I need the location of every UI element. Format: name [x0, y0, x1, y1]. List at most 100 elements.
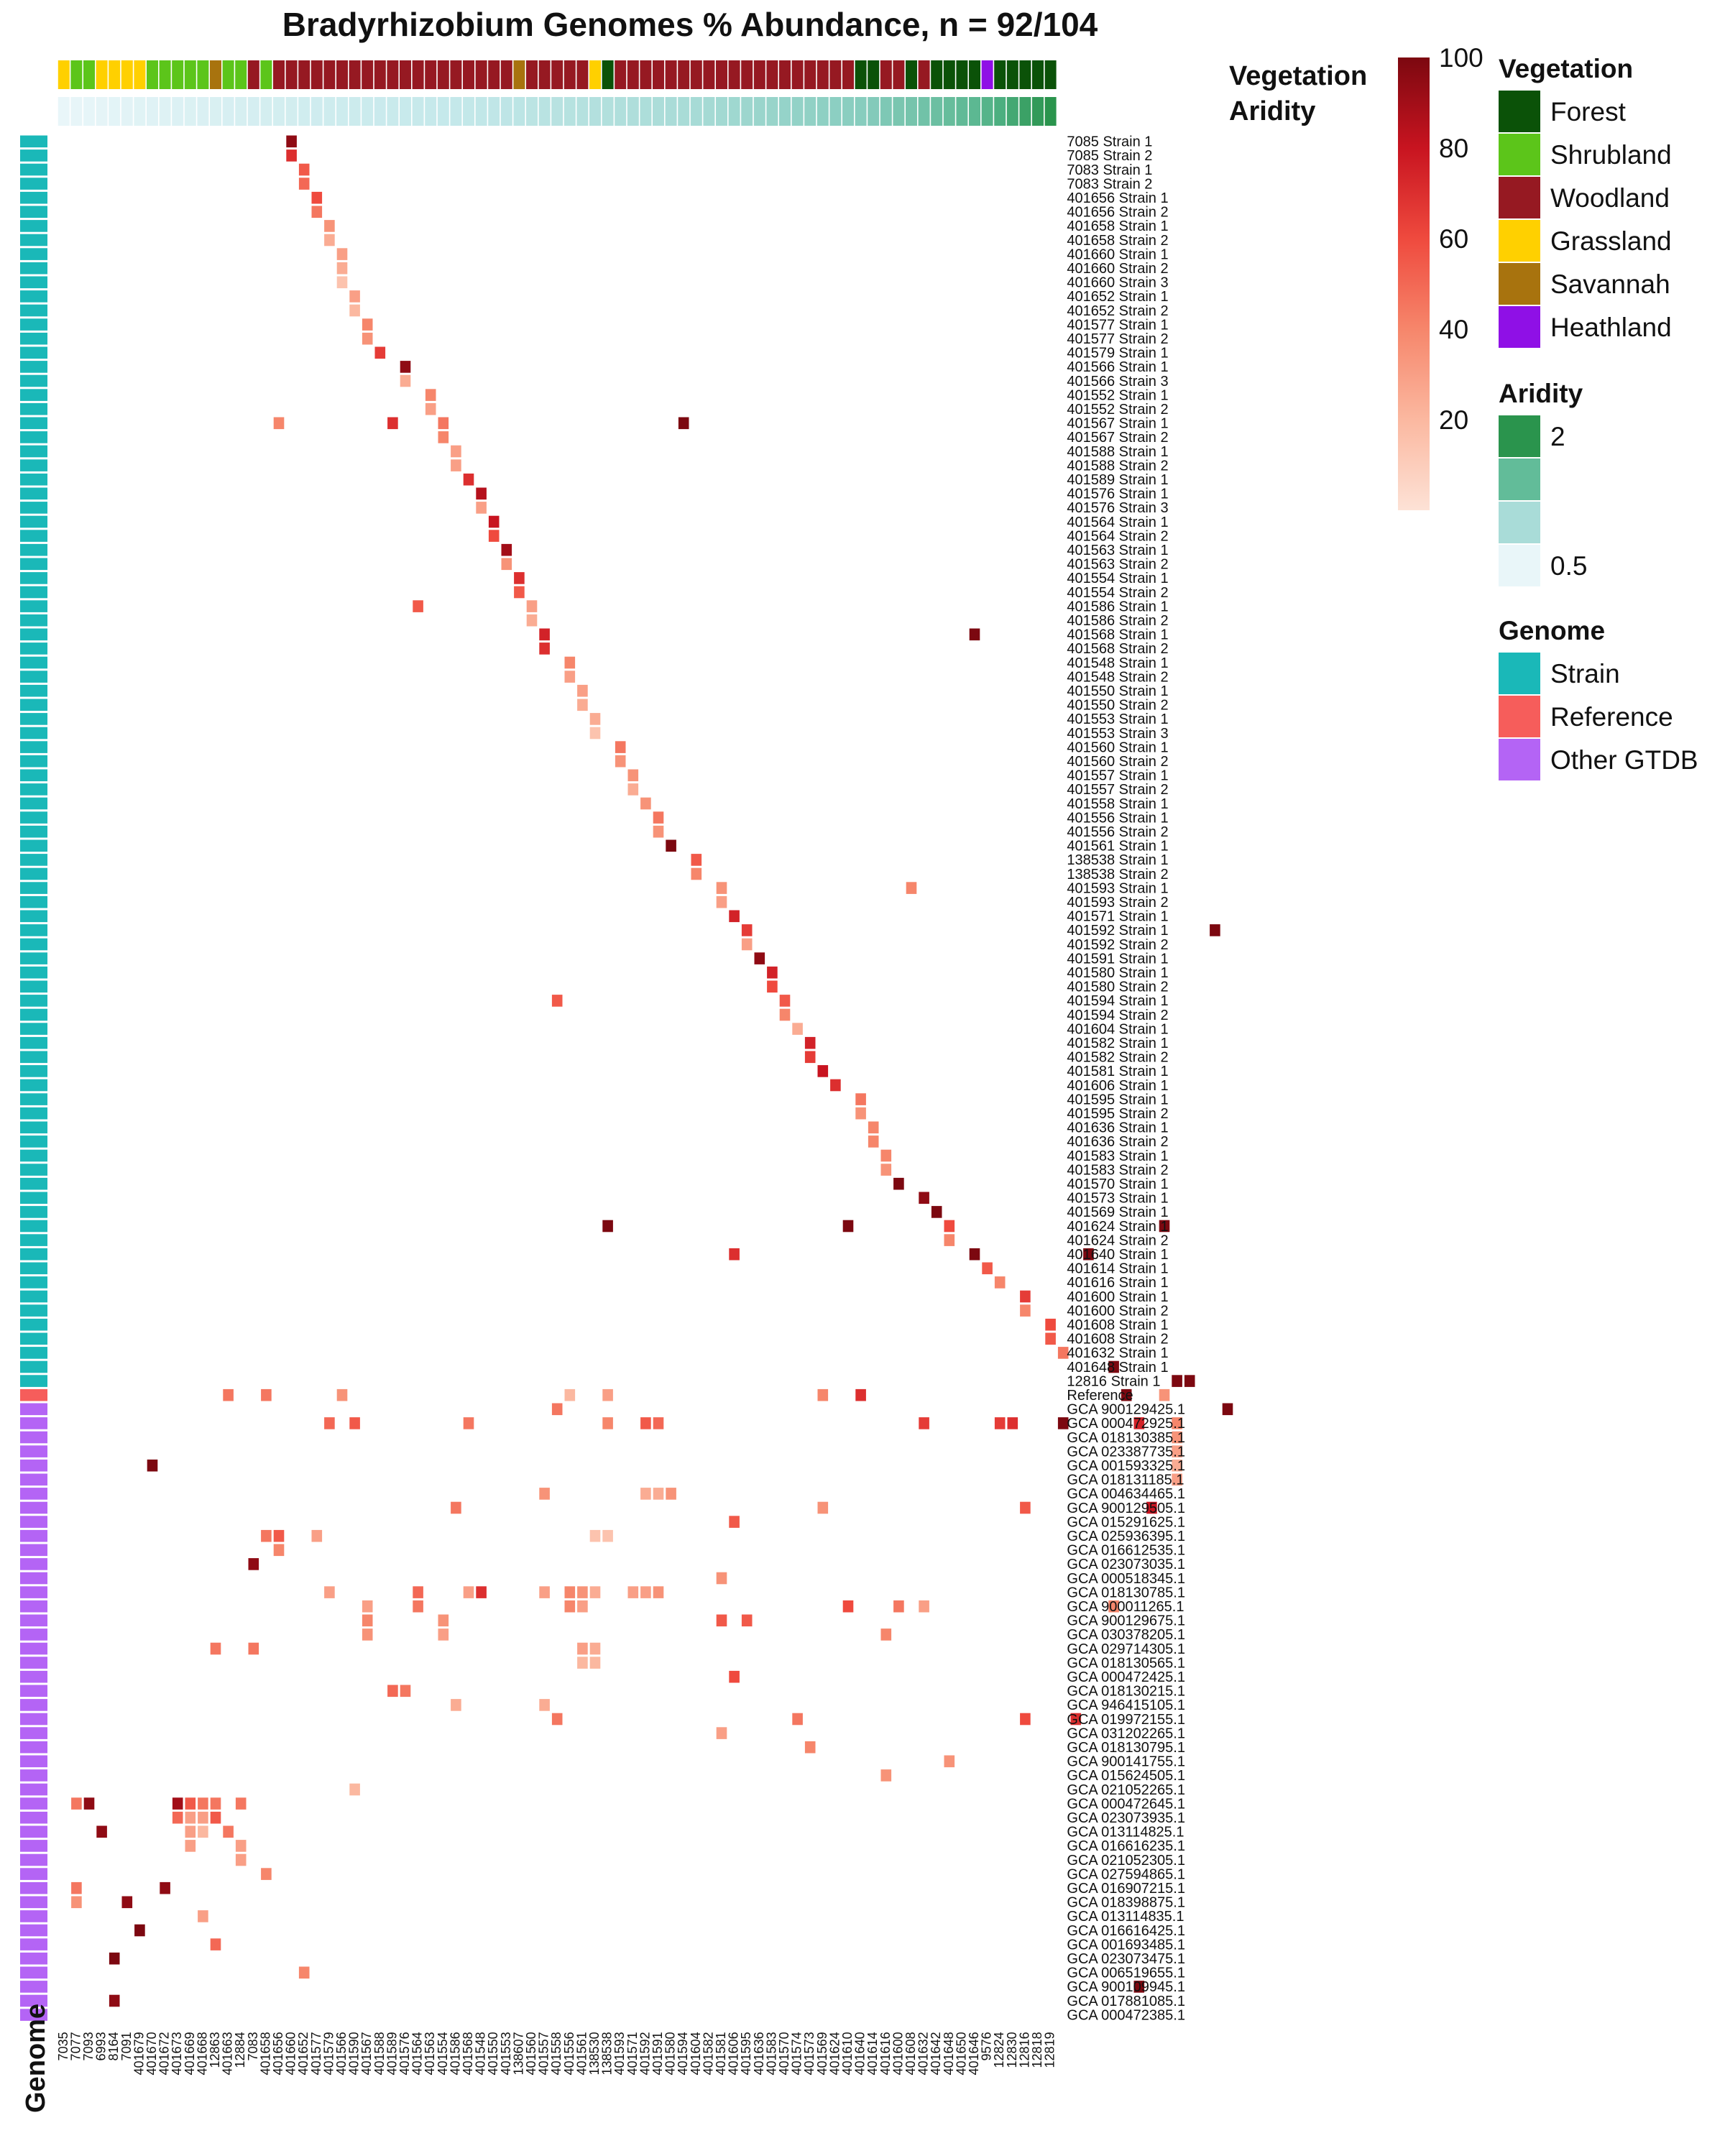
genome-type-cell	[20, 1473, 47, 1486]
column-label: 7091	[119, 2032, 134, 2060]
genome-type-cell	[20, 1220, 47, 1233]
aridity-legend-swatch	[1499, 415, 1540, 457]
vegetation-legend-swatch	[1499, 134, 1540, 175]
vegetation-cell	[918, 60, 930, 89]
heatmap-cell	[413, 1600, 423, 1613]
column-label: 401564	[410, 2032, 425, 2075]
row-label: 401566 Strain 3	[1067, 374, 1168, 390]
genome-type-cell	[20, 1290, 47, 1303]
row-label: 401564 Strain 2	[1067, 528, 1168, 544]
heatmap-cell	[1020, 1290, 1031, 1303]
column-label: 401557	[537, 2032, 551, 2075]
heatmap-cell	[1133, 1981, 1145, 1993]
genome-type-cell	[20, 459, 47, 471]
heatmap-cell	[387, 417, 398, 430]
vegetation-cell	[804, 60, 816, 89]
genome-legend-swatch	[1499, 739, 1540, 780]
column-label: 401600	[891, 2032, 905, 2075]
genome-type-cell	[20, 811, 47, 824]
row-label: GCA 018130785.1	[1067, 1585, 1185, 1600]
row-label: 138538 Strain 1	[1067, 852, 1168, 868]
heatmap-cell	[210, 1811, 221, 1824]
aridity-cell	[753, 97, 765, 126]
vegetation-cell	[260, 60, 272, 89]
genome-type-cell	[20, 1276, 47, 1289]
row-label: 7083 Strain 2	[1067, 176, 1152, 192]
heatmap-cell	[1045, 1332, 1056, 1345]
column-label: 8164	[106, 2032, 121, 2060]
column-label: 401669	[183, 2032, 197, 2075]
genome-type-cell	[20, 1304, 47, 1317]
vegetation-cell	[690, 60, 702, 89]
row-label: GCA 900129675.1	[1067, 1613, 1185, 1629]
genome-type-cell	[20, 290, 47, 303]
row-label: 401583 Strain 1	[1067, 1148, 1168, 1164]
column-label: 401658	[258, 2032, 272, 2075]
heatmap-cell	[185, 1840, 196, 1852]
aridity-cell	[362, 97, 374, 126]
genome-type-cell	[20, 600, 47, 612]
heatmap-cell	[248, 1642, 259, 1655]
heatmap-cell	[716, 1614, 727, 1627]
column-label: 401604	[689, 2032, 703, 2075]
genome-type-cell	[20, 1051, 47, 1064]
heatmap-cell	[286, 149, 297, 162]
aridity-cell	[766, 97, 778, 126]
heatmap-cell	[413, 1586, 423, 1598]
heatmap-cell	[1121, 1388, 1132, 1401]
column-label: 401569	[815, 2032, 829, 2075]
heatmap-cell	[678, 417, 689, 430]
genome-type-cell	[20, 895, 47, 908]
column-label: 401556	[562, 2032, 576, 2075]
genome-legend-label: Strain	[1550, 659, 1620, 688]
heatmap-cell	[741, 924, 753, 936]
heatmap-cell	[1184, 1375, 1195, 1387]
column-label: 401553	[499, 2032, 513, 2075]
vegetation-cell	[513, 60, 525, 89]
heatmap-cell	[539, 1586, 550, 1598]
row-label: 401548 Strain 2	[1067, 669, 1168, 685]
genome-type-cell	[20, 1840, 47, 1852]
heatmap-cell	[185, 1825, 196, 1838]
vegetation-cell	[994, 60, 1006, 89]
genome-type-cell	[20, 783, 47, 796]
aridity-cell	[564, 97, 576, 126]
aridity-legend-swatch	[1499, 502, 1540, 543]
row-label: 401608 Strain 1	[1067, 1317, 1168, 1333]
heatmap-cell	[868, 1135, 879, 1148]
vegetation-cell	[298, 60, 310, 89]
heatmap-cell	[817, 1065, 829, 1077]
aridity-cell	[1044, 97, 1057, 126]
row-label: 401573 Strain 1	[1067, 1191, 1168, 1207]
vegetation-cell	[235, 60, 247, 89]
genome-type-cell	[20, 1318, 47, 1331]
genome-type-cell	[20, 628, 47, 641]
genome-type-cell	[20, 431, 47, 443]
aridity-legend-swatch	[1499, 459, 1540, 500]
heatmap-cell	[1020, 1304, 1031, 1317]
column-label: 12819	[1043, 2032, 1057, 2068]
vegetation-cell	[753, 60, 765, 89]
heatmap-cell	[767, 980, 778, 993]
heatmap-cell	[855, 1388, 866, 1401]
heatmap-cell	[729, 1516, 740, 1528]
row-label: 401580 Strain 2	[1067, 980, 1168, 995]
aridity-cell	[323, 97, 336, 126]
heatmap-cell	[893, 1177, 904, 1190]
aridity-cell	[109, 97, 121, 126]
column-label: 401592	[638, 2032, 652, 2075]
aridity-cell	[906, 97, 917, 126]
heatmap-cell	[362, 1628, 373, 1641]
heatmap-cell	[767, 966, 778, 979]
aridity-cell	[70, 97, 83, 126]
genome-type-cell	[20, 741, 47, 753]
genome-type-cell	[20, 995, 47, 1007]
row-label: 401652 Strain 1	[1067, 289, 1168, 305]
row-label: 401660 Strain 3	[1067, 275, 1168, 291]
heatmap-cell	[273, 1529, 285, 1542]
column-label: 7077	[68, 2032, 83, 2060]
genome-type-cell	[20, 1516, 47, 1528]
column-label: 401670	[144, 2032, 159, 2075]
heatmap-cell	[666, 839, 676, 852]
row-label: GCA 004634465.1	[1067, 1486, 1185, 1502]
